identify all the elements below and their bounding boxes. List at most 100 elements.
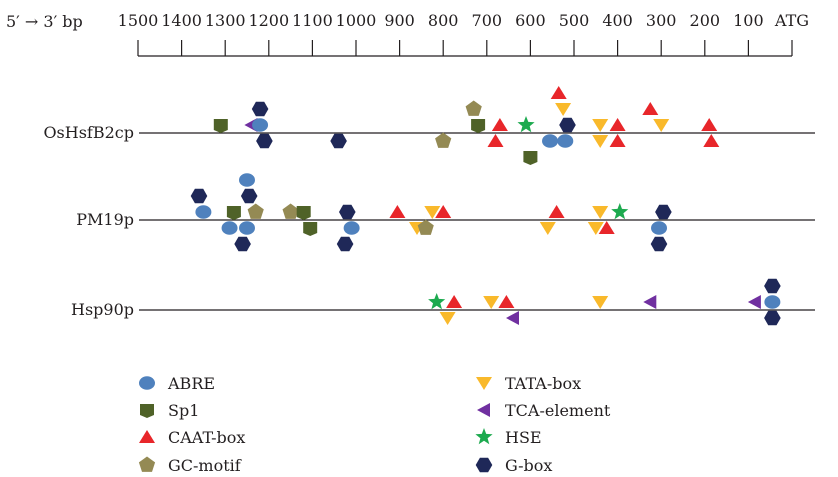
caat-box-marker — [446, 295, 463, 308]
tick-label-atg: ATG — [774, 11, 809, 30]
legend-label: TCA-element — [505, 401, 611, 420]
row-label: Hsp90p — [71, 300, 134, 319]
abre-marker — [221, 221, 238, 235]
sp1-marker — [471, 119, 486, 133]
tata-box-marker — [592, 119, 609, 132]
g-box-marker — [339, 204, 356, 220]
tata-box-marker — [592, 206, 609, 219]
caat-box-marker — [609, 118, 626, 131]
hse-marker — [611, 203, 629, 220]
legend-sp1-icon — [140, 404, 154, 418]
tata-box-marker — [592, 296, 609, 309]
gc-motif-marker — [465, 100, 482, 116]
legend-label: GC-motif — [168, 456, 242, 475]
tick-label-1100: 1100 — [292, 11, 333, 30]
tata-box-marker — [653, 119, 670, 132]
hse-marker — [428, 293, 446, 310]
tick-label-1000: 1000 — [336, 11, 377, 30]
sp1-marker — [213, 119, 228, 133]
legend: ABRE Sp1 CAAT-box GC-motif TATA-box TCA-eleme… — [138, 374, 611, 475]
sp1-marker — [226, 206, 241, 220]
g-box-marker — [559, 117, 576, 133]
tick-label-800: 800 — [428, 11, 459, 30]
tick-label-1500: 1500 — [118, 11, 159, 30]
gc-motif-marker — [435, 132, 452, 148]
tata-box-marker — [424, 206, 441, 219]
tca-element-marker — [506, 311, 519, 325]
legend-item-abre: ABRE — [139, 374, 215, 393]
caat-box-marker — [598, 221, 615, 234]
legend-caat-box-icon — [139, 430, 155, 443]
legend-item-g-box: G-box — [475, 456, 552, 475]
g-box-marker — [330, 133, 347, 149]
tick-label-700: 700 — [472, 11, 503, 30]
caat-box-marker — [435, 205, 452, 218]
tata-box-marker — [592, 135, 609, 148]
abre-marker — [542, 134, 559, 148]
legend-label: HSE — [505, 428, 542, 447]
abre-marker — [252, 118, 269, 132]
legend-label: Sp1 — [168, 401, 199, 420]
tca-element-marker — [747, 295, 761, 309]
legend-item-caat-box: CAAT-box — [139, 428, 245, 447]
legend-item-gc-motif: GC-motif — [138, 456, 242, 475]
g-box-marker — [251, 101, 269, 117]
legend-label: TATA-box — [505, 374, 581, 393]
tick-label-1200: 1200 — [248, 11, 289, 30]
axis-title: 5′ → 3′ bp — [6, 12, 83, 31]
promoter-rows: OsHsfB2cp PM19p Hsp90p — [43, 86, 815, 326]
tata-box-marker — [555, 103, 572, 116]
g-box-marker — [190, 188, 208, 204]
g-box-marker — [650, 236, 668, 252]
tick-label-200: 200 — [690, 11, 721, 30]
sp1-marker — [303, 222, 318, 236]
legend-label: CAAT-box — [168, 428, 245, 447]
tick-label-900: 900 — [384, 11, 415, 30]
caat-box-marker — [609, 134, 626, 147]
abre-marker — [239, 173, 255, 187]
caat-box-marker — [642, 102, 659, 115]
tick-label-600: 600 — [515, 11, 546, 30]
row-oshsfb2cp: OsHsfB2cp — [43, 86, 815, 165]
caat-box-marker — [487, 134, 504, 147]
caat-box-marker — [548, 205, 565, 218]
abre-marker — [764, 295, 781, 309]
tata-box-marker — [539, 222, 556, 235]
abre-marker — [343, 221, 360, 235]
abre-marker — [557, 134, 574, 148]
caat-box-marker — [389, 205, 406, 218]
g-box-marker — [240, 188, 258, 204]
legend-item-hse: HSE — [475, 428, 542, 447]
tata-box-marker — [587, 222, 604, 235]
g-box-marker — [764, 278, 781, 294]
row-label: PM19p — [76, 210, 134, 229]
caat-box-marker — [701, 118, 718, 131]
caat-box-marker — [491, 118, 508, 131]
g-box-marker — [234, 236, 251, 252]
legend-gc-motif-icon — [138, 456, 156, 472]
tick-label-300: 300 — [646, 11, 677, 30]
legend-item-sp1: Sp1 — [140, 401, 199, 420]
legend-item-tata-box: TATA-box — [476, 374, 581, 393]
tca-element-marker — [643, 295, 657, 309]
g-box-marker — [256, 133, 273, 149]
caat-box-marker — [550, 86, 567, 99]
tata-box-marker — [439, 312, 456, 325]
row-hsp90p: Hsp90p — [71, 278, 815, 326]
g-box-marker — [336, 236, 354, 252]
caat-box-marker — [703, 134, 720, 147]
abre-marker — [651, 221, 668, 235]
legend-hse-icon — [475, 428, 493, 445]
sp1-marker — [296, 206, 311, 220]
abre-marker — [239, 221, 255, 235]
tick-label-500: 500 — [559, 11, 590, 30]
legend-item-tca-element: TCA-element — [477, 401, 611, 420]
gc-motif-marker — [417, 219, 434, 235]
g-box-marker — [764, 310, 781, 326]
tick-label-1400: 1400 — [161, 11, 202, 30]
legend-tata-box-icon — [476, 377, 492, 390]
gc-motif-marker — [282, 203, 299, 219]
legend-label: ABRE — [167, 374, 215, 393]
bp-scale-axis: 1500 1400 1300 1200 1100 1000 900 800 700 600 500 4… — [118, 11, 809, 57]
